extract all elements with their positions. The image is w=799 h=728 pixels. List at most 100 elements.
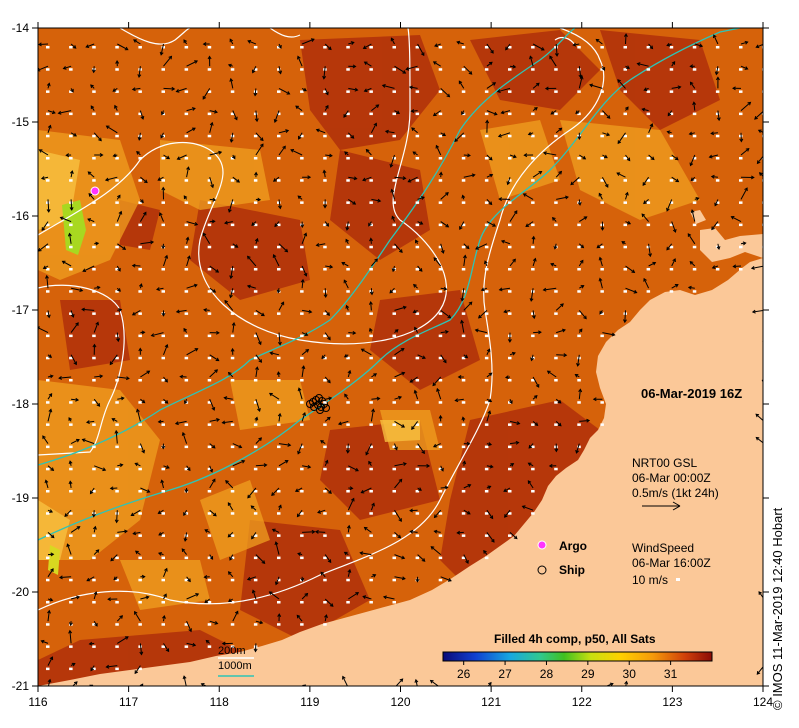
wind-marker (623, 157, 627, 160)
current-arrow-head (140, 199, 144, 204)
wind-marker (115, 667, 119, 671)
current-arrow-head (320, 571, 325, 576)
current-arrow-head (604, 183, 609, 188)
wind-marker (669, 290, 674, 293)
current-arrow-head (38, 326, 40, 330)
wind-marker (115, 312, 119, 315)
wind-marker (692, 68, 697, 71)
current-arrow (671, 86, 681, 89)
current-arrow (209, 110, 218, 113)
wind-marker (461, 134, 466, 138)
wind-marker (69, 534, 73, 537)
current-arrow-head (47, 678, 52, 683)
current-arrow (301, 366, 305, 378)
current-arrow (740, 148, 750, 156)
current-arrow (409, 86, 418, 89)
wind-marker (554, 356, 558, 360)
current-arrow-head (297, 195, 302, 200)
wind-marker (600, 401, 604, 404)
current-arrow-head (433, 257, 438, 261)
current-arrow-head (345, 449, 350, 454)
wind-marker (461, 490, 466, 493)
wind-marker (230, 512, 235, 515)
wind-marker (277, 490, 281, 493)
wind-marker (577, 290, 581, 293)
current-arrow (186, 256, 190, 267)
current-arrow-head (353, 176, 358, 181)
wind-marker (207, 534, 212, 537)
current-arrow (229, 554, 234, 561)
current-arrow-head (346, 524, 351, 529)
wind-marker (230, 423, 235, 426)
current-arrow-head (174, 421, 179, 426)
current-arrow-head (603, 154, 608, 159)
current-arrow (324, 88, 329, 95)
wind-marker (115, 645, 119, 648)
current-arrow-head (413, 283, 417, 288)
wind-marker (646, 134, 651, 138)
current-arrow (364, 61, 372, 67)
current-arrow (186, 237, 189, 244)
current-arrow-head (606, 115, 611, 119)
wind-marker (69, 157, 73, 160)
current-arrow (463, 154, 471, 157)
current-arrow-head (89, 684, 94, 686)
current-arrow-head (516, 692, 519, 695)
wind-marker (253, 179, 258, 182)
current-arrow (70, 199, 73, 210)
wind-marker (46, 512, 50, 515)
current-arrow-head (553, 245, 558, 250)
wind-marker (115, 157, 119, 160)
current-arrow (71, 398, 79, 401)
wind-marker (46, 601, 50, 604)
wind-marker (230, 623, 235, 626)
wind-marker (369, 401, 373, 404)
colorbar-tick-label: 27 (498, 667, 512, 681)
wind-marker (69, 46, 73, 49)
current-arrow (47, 409, 52, 422)
cool-anomaly-small (48, 545, 60, 575)
wind-marker (115, 556, 119, 560)
wind-marker (300, 601, 304, 604)
currents-source: NRT00 GSL (632, 456, 697, 470)
current-arrow (186, 221, 198, 226)
current-arrow (302, 465, 311, 468)
wind-marker (46, 356, 50, 360)
wind-marker (46, 490, 50, 493)
wind-marker (46, 534, 50, 537)
current-arrow-head (269, 351, 274, 356)
current-arrow (140, 370, 150, 378)
wind-marker (253, 356, 258, 360)
y-tick-label: -17 (12, 303, 30, 317)
current-arrow-head (212, 289, 217, 293)
wind-marker (207, 223, 212, 227)
wind-marker (577, 46, 581, 49)
wind-marker (46, 401, 50, 404)
current-arrow-head (261, 312, 265, 317)
current-arrow-head (136, 408, 140, 413)
current-arrow (41, 176, 49, 180)
wind-marker (207, 467, 212, 471)
current-arrow-head (500, 239, 505, 244)
current-arrow (255, 554, 265, 564)
current-arrow-head (246, 576, 251, 581)
current-arrow-head (362, 177, 367, 182)
wind-marker (369, 379, 373, 382)
current-arrow-head (512, 258, 516, 263)
current-arrow (275, 541, 280, 555)
current-arrow-head (227, 371, 232, 376)
wind-marker (484, 201, 489, 204)
wind-marker (646, 223, 651, 227)
current-arrow-head (42, 435, 46, 440)
current-arrow (224, 221, 233, 224)
wind-marker (184, 157, 189, 160)
wind-marker (715, 46, 720, 49)
current-arrow (549, 55, 557, 67)
current-arrow-head (548, 463, 553, 468)
current-arrow-head (268, 392, 273, 397)
current-arrow (117, 688, 121, 691)
isobath-legend: 200m 1000m (218, 645, 254, 677)
argo-float-marker[interactable] (90, 186, 100, 196)
current-arrow-head (92, 525, 97, 530)
wind-marker (646, 201, 651, 204)
